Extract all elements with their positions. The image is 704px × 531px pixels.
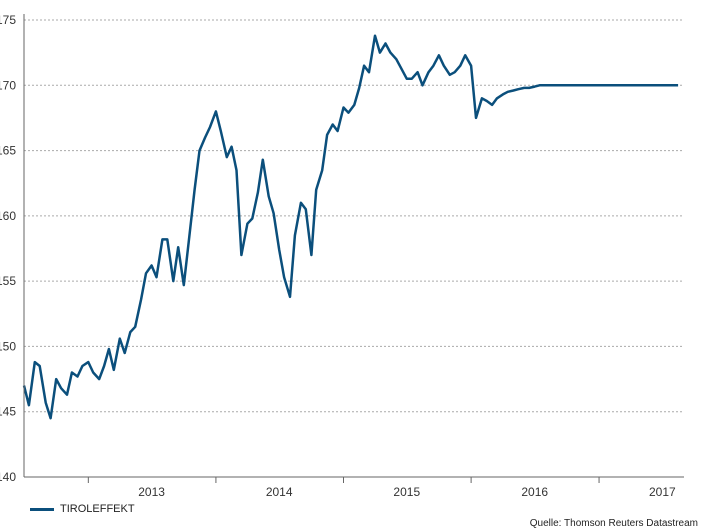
x-tick-label: 2016: [521, 485, 548, 499]
x-tick-label: 2013: [138, 485, 165, 499]
y-tick-label: 150: [0, 339, 16, 353]
x-tick-label: 2017: [649, 485, 676, 499]
y-tick-label: 175: [0, 13, 16, 27]
y-axis-tick-labels: 140 145 150 155 160 165 170 175: [0, 13, 16, 484]
y-tick-label: 145: [0, 405, 16, 419]
y-tick-label: 160: [0, 209, 16, 223]
y-tick-label: 155: [0, 274, 16, 288]
y-tick-label: 140: [0, 470, 16, 484]
series-line: [22, 34, 679, 420]
x-tick-label: 2014: [266, 485, 293, 499]
legend: TIROLEFFEKT: [30, 503, 135, 515]
grid-lines: [24, 19, 684, 413]
legend-swatch: [30, 507, 54, 511]
x-axis-ticks: 2013 2014 2015 2016 2017: [87, 477, 676, 499]
series-layer: [22, 34, 679, 420]
y-tick-label: 170: [0, 78, 16, 92]
legend-label: TIROLEFFEKT: [60, 503, 135, 515]
y-tick-label: 165: [0, 144, 16, 158]
source-note: Quelle: Thomson Reuters Datastream: [529, 518, 698, 529]
x-tick-label: 2015: [393, 485, 420, 499]
